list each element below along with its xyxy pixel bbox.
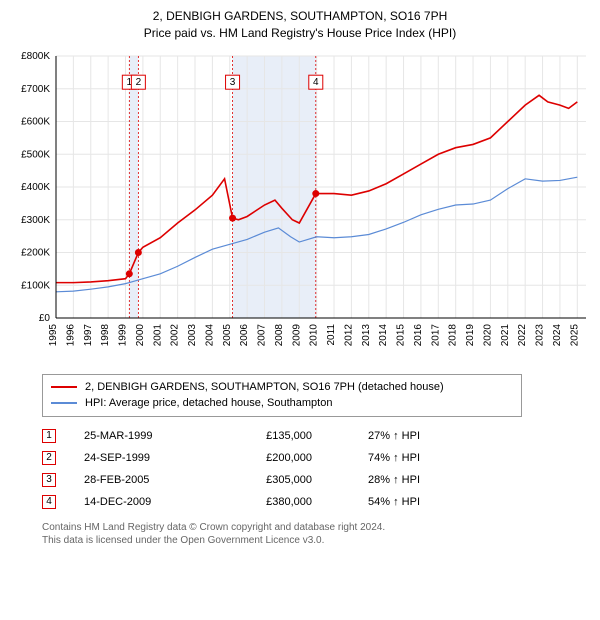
y-tick-label: £500K — [21, 149, 50, 160]
x-tick-label: 2008 — [274, 323, 285, 346]
transaction-date: 14-DEC-2009 — [84, 496, 194, 508]
transaction-marker: 3 — [42, 473, 56, 487]
x-tick-label: 2018 — [448, 323, 459, 346]
footer-attribution: Contains HM Land Registry data © Crown c… — [42, 521, 542, 547]
price-chart: £0 £100K £200K £300K £400K £500K £600K £700K £80… — [8, 48, 592, 368]
transaction-price: £305,000 — [222, 474, 312, 486]
x-tick-label: 2022 — [517, 323, 528, 346]
title-line-2: Price paid vs. HM Land Registry's House … — [8, 25, 592, 42]
y-tick-label: £200K — [21, 247, 50, 258]
y-tick-label: £700K — [21, 83, 50, 94]
series-marker — [126, 270, 133, 277]
y-tick-label: £600K — [21, 116, 50, 127]
x-tick-label: 2002 — [170, 323, 181, 346]
transaction-price: £200,000 — [222, 452, 312, 464]
annotation-marker-number: 4 — [313, 77, 319, 88]
x-tick-label: 2019 — [465, 323, 476, 346]
annotation-marker-number: 2 — [136, 77, 142, 88]
transaction-marker: 4 — [42, 495, 56, 509]
y-tick-label: £300K — [21, 214, 50, 225]
legend-label: 2, DENBIGH GARDENS, SOUTHAMPTON, SO16 7P… — [85, 379, 444, 396]
legend-label: HPI: Average price, detached house, Sout… — [85, 395, 332, 412]
transaction-row: 4 14-DEC-2009 £380,000 54% ↑ HPI — [42, 491, 592, 513]
x-tick-label: 2010 — [309, 323, 320, 346]
transaction-row: 2 24-SEP-1999 £200,000 74% ↑ HPI — [42, 447, 592, 469]
x-tick-label: 2009 — [291, 323, 302, 346]
transaction-price: £135,000 — [222, 430, 312, 442]
footer-line-1: Contains HM Land Registry data © Crown c… — [42, 521, 542, 534]
x-tick-label: 2015 — [396, 323, 407, 346]
x-tick-label: 1996 — [65, 323, 76, 346]
x-tick-label: 2013 — [361, 323, 372, 346]
footer-line-2: This data is licensed under the Open Gov… — [42, 534, 542, 547]
x-tick-label: 2005 — [222, 323, 233, 346]
transaction-marker: 1 — [42, 429, 56, 443]
series-price_paid — [56, 273, 129, 282]
x-tick-label: 2012 — [343, 323, 354, 346]
x-tick-label: 1999 — [118, 323, 129, 346]
x-tick-label: 2020 — [482, 323, 493, 346]
series-marker — [135, 249, 142, 256]
x-tick-label: 2000 — [135, 323, 146, 346]
transaction-pct: 54% ↑ HPI — [340, 496, 420, 508]
series-marker — [312, 190, 319, 197]
transaction-pct: 27% ↑ HPI — [340, 430, 420, 442]
x-tick-label: 2023 — [535, 323, 546, 346]
legend-swatch — [51, 402, 77, 404]
legend: 2, DENBIGH GARDENS, SOUTHAMPTON, SO16 7P… — [42, 374, 522, 417]
y-tick-label: £800K — [21, 51, 50, 62]
series-marker — [229, 214, 236, 221]
transaction-date: 28-FEB-2005 — [84, 474, 194, 486]
transaction-pct: 74% ↑ HPI — [340, 452, 420, 464]
x-tick-label: 2003 — [187, 323, 198, 346]
x-tick-label: 1998 — [100, 323, 111, 346]
y-tick-label: £100K — [21, 280, 50, 291]
series-price_paid — [138, 178, 232, 252]
legend-item: 2, DENBIGH GARDENS, SOUTHAMPTON, SO16 7P… — [51, 379, 513, 396]
x-tick-label: 2021 — [500, 323, 511, 346]
x-tick-label: 2014 — [378, 323, 389, 346]
y-tick-label: £400K — [21, 182, 50, 193]
transactions-table: 1 25-MAR-1999 £135,000 27% ↑ HPI 2 24-SEP-199… — [42, 425, 592, 513]
x-tick-label: 2025 — [569, 323, 580, 346]
x-tick-label: 2024 — [552, 323, 563, 346]
transaction-price: £380,000 — [222, 496, 312, 508]
legend-swatch — [51, 386, 77, 388]
y-tick-label: £0 — [39, 313, 51, 324]
x-tick-label: 2004 — [204, 323, 215, 346]
transaction-marker: 2 — [42, 451, 56, 465]
x-tick-label: 2016 — [413, 323, 424, 346]
x-tick-label: 1995 — [48, 323, 59, 346]
transaction-date: 25-MAR-1999 — [84, 430, 194, 442]
x-tick-label: 1997 — [83, 323, 94, 346]
x-tick-label: 2007 — [257, 323, 268, 346]
transaction-pct: 28% ↑ HPI — [340, 474, 420, 486]
transaction-row: 3 28-FEB-2005 £305,000 28% ↑ HPI — [42, 469, 592, 491]
legend-item: HPI: Average price, detached house, Sout… — [51, 395, 513, 412]
transaction-date: 24-SEP-1999 — [84, 452, 194, 464]
x-tick-label: 2006 — [239, 323, 250, 346]
annotation-marker-number: 3 — [230, 77, 236, 88]
transaction-row: 1 25-MAR-1999 £135,000 27% ↑ HPI — [42, 425, 592, 447]
x-tick-label: 2017 — [430, 323, 441, 346]
chart-title: 2, DENBIGH GARDENS, SOUTHAMPTON, SO16 7P… — [8, 8, 592, 42]
x-tick-label: 2001 — [152, 323, 163, 346]
x-tick-label: 2011 — [326, 323, 337, 345]
chart-container: 2, DENBIGH GARDENS, SOUTHAMPTON, SO16 7P… — [8, 8, 592, 547]
title-line-1: 2, DENBIGH GARDENS, SOUTHAMPTON, SO16 7P… — [8, 8, 592, 25]
